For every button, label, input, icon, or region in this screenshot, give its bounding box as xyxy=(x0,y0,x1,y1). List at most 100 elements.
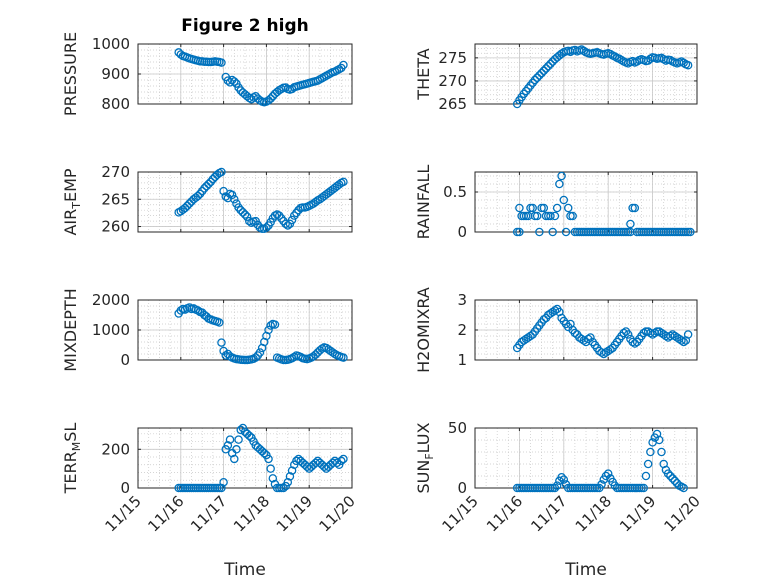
y-tick-label: 3 xyxy=(457,291,467,309)
data-point xyxy=(240,210,250,219)
data-point xyxy=(559,195,569,205)
data-point xyxy=(266,464,275,473)
data-point xyxy=(264,96,273,105)
data-point xyxy=(217,167,226,177)
data-point xyxy=(287,215,297,225)
data-point xyxy=(200,184,209,193)
x-axis-label: Time xyxy=(223,560,266,580)
data-point xyxy=(185,199,194,208)
data-point xyxy=(339,177,348,187)
x-axis-label: Time xyxy=(564,560,607,580)
data-point xyxy=(546,211,555,221)
axes-box xyxy=(474,171,698,233)
data-point xyxy=(619,328,628,338)
data-point xyxy=(289,352,299,362)
data-point xyxy=(270,320,280,329)
data-point xyxy=(193,191,203,201)
data-point xyxy=(223,441,233,450)
data-point xyxy=(601,471,611,481)
y-axis-label: SUNFLUX xyxy=(414,422,436,493)
data-point xyxy=(283,477,293,487)
data-point xyxy=(655,435,664,445)
data-point xyxy=(236,425,245,435)
axes-box xyxy=(474,43,698,105)
data-point xyxy=(670,476,680,486)
data-point xyxy=(557,472,566,482)
data-point xyxy=(251,353,260,362)
data-point xyxy=(552,481,562,490)
data-point xyxy=(223,76,233,85)
data-point xyxy=(546,59,555,69)
data-point xyxy=(550,211,560,221)
data-point xyxy=(570,328,580,338)
data-point xyxy=(641,471,651,481)
y-axis-label: THETA xyxy=(414,48,433,100)
y-tick-label: 270 xyxy=(101,163,130,181)
data-point xyxy=(311,350,320,359)
data-point xyxy=(555,179,564,189)
data-point xyxy=(539,66,549,76)
data-point xyxy=(208,174,218,184)
panel-pressure: 800 900 1000 PRESSURE xyxy=(61,32,353,116)
data-point xyxy=(679,483,688,493)
data-point xyxy=(260,448,269,458)
data-point xyxy=(646,447,655,457)
data-point xyxy=(532,73,542,82)
data-point xyxy=(544,61,553,71)
data-point xyxy=(268,474,278,483)
data-point xyxy=(683,330,693,339)
data-point xyxy=(515,203,524,213)
y-tick-label: 0 xyxy=(120,351,130,369)
data-point xyxy=(626,219,635,229)
y-tick-label: 2000 xyxy=(92,291,130,309)
y-axis-label: RAINFALL xyxy=(414,165,433,240)
y-tick-label: 1 xyxy=(457,351,467,369)
data-point xyxy=(657,447,666,457)
data-point xyxy=(219,477,228,487)
data-point xyxy=(215,318,224,327)
figure-title: Figure 2 high xyxy=(181,16,309,36)
data-point xyxy=(541,64,551,73)
y-axis-label: PRESSURE xyxy=(61,32,80,116)
y-tick-label: 275 xyxy=(438,49,467,67)
data-point xyxy=(193,306,203,315)
panel-h2omixra: 1 2 3 H2OMIXRA xyxy=(414,287,698,373)
panel-air_temp: 260 265 270 AIRTEMP xyxy=(61,163,353,236)
data-point xyxy=(225,435,235,444)
y-axis-label: MIXDEPTH xyxy=(61,288,80,371)
y-tick-label: 270 xyxy=(438,72,467,90)
data-point xyxy=(548,227,557,237)
data-point xyxy=(230,195,239,204)
data-point xyxy=(679,337,688,347)
y-tick-label: 0 xyxy=(120,479,130,497)
y-tick-label: 1000 xyxy=(92,321,130,339)
data-point xyxy=(227,190,237,200)
data-point xyxy=(339,60,348,70)
data-point xyxy=(217,483,226,493)
data-point xyxy=(559,475,569,484)
data-point xyxy=(339,353,348,362)
data-point xyxy=(628,337,637,347)
data-point xyxy=(539,315,549,324)
data-point xyxy=(217,338,226,347)
data-point xyxy=(557,171,566,181)
data-point xyxy=(532,211,542,221)
data-point xyxy=(264,325,273,335)
data-point xyxy=(528,203,537,213)
data-point xyxy=(242,212,252,221)
data-point xyxy=(563,203,573,213)
data-point xyxy=(666,471,675,481)
data-point xyxy=(281,219,290,229)
y-tick-label: 2 xyxy=(457,321,467,339)
data-point xyxy=(526,331,535,341)
data-point xyxy=(217,58,226,67)
axes-box xyxy=(474,427,698,489)
data-point xyxy=(643,459,653,469)
data-point xyxy=(530,75,540,85)
data-point xyxy=(686,227,695,237)
data-point xyxy=(668,474,677,483)
y-axis-label: TERRMSL xyxy=(61,423,83,495)
data-point xyxy=(603,469,613,478)
panel-rainfall: 0 0.5 RAINFALL xyxy=(414,165,698,241)
